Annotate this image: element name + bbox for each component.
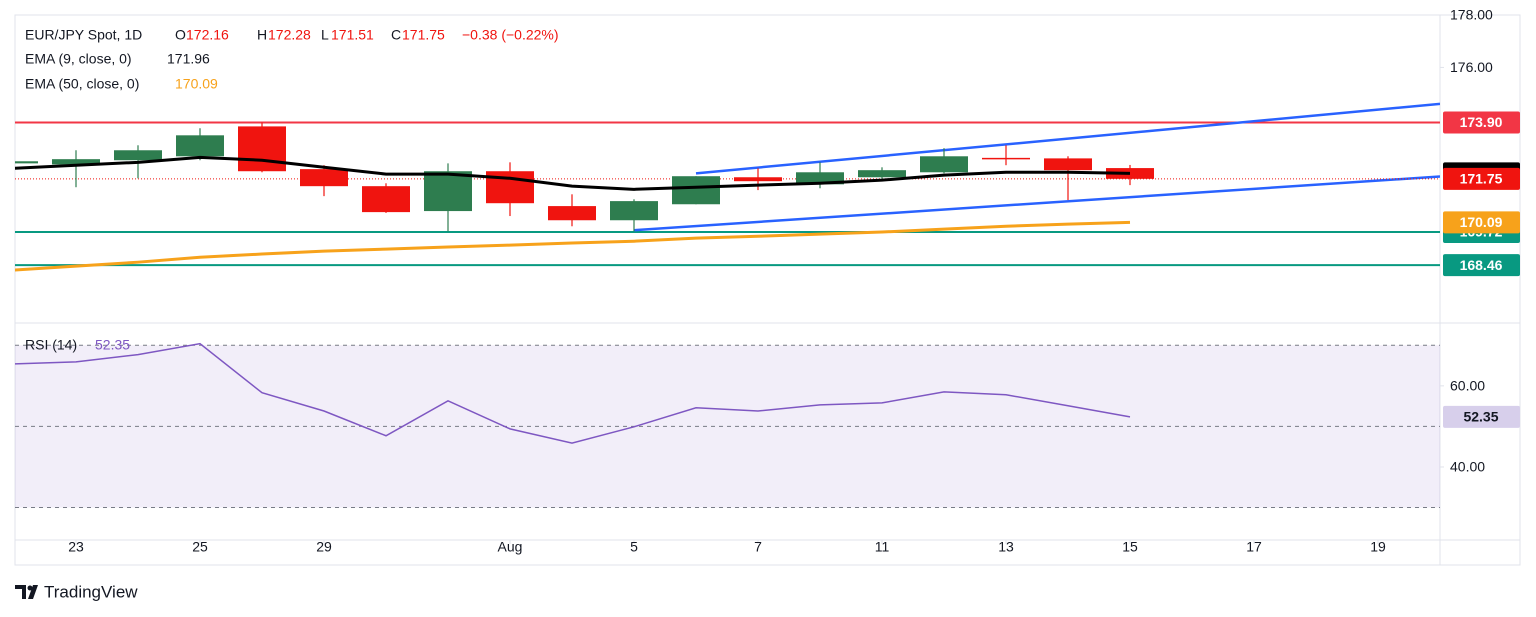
x-tick-label: 5: [630, 539, 638, 555]
candle-body: [15, 161, 38, 164]
candle-body: [672, 176, 720, 205]
y-tick-label: 178.00: [1450, 7, 1493, 23]
legend-key: H: [257, 27, 267, 43]
candle-body: [300, 169, 348, 187]
x-tick-label: 19: [1370, 539, 1386, 555]
x-tick-label: 13: [998, 539, 1014, 555]
price-tag: 171.75: [1460, 171, 1503, 187]
trend-line: [695, 102, 1440, 175]
brand: TradingView: [44, 582, 138, 601]
legend-high: 172.28: [268, 27, 311, 43]
candle-body: [362, 186, 410, 213]
legend-change: −0.38 (−0.22%): [462, 27, 559, 43]
y-tick-label: 40.00: [1450, 459, 1485, 475]
candle-body: [734, 177, 782, 182]
plot-area: [15, 102, 1440, 509]
legend-open: 172.16: [186, 27, 229, 43]
legend-value: 52.35: [95, 337, 130, 353]
x-tick-label: 15: [1122, 539, 1138, 555]
y-tick-label: 176.00: [1450, 59, 1493, 75]
legend-key: C: [391, 27, 401, 43]
price-tag-bg: [1443, 211, 1520, 234]
logo: [15, 585, 38, 599]
candle-body: [548, 206, 596, 221]
x-tick-label: 7: [754, 539, 762, 555]
legend-entry: EMA (50, close, 0): [25, 76, 139, 92]
price-tag-bg: [1443, 167, 1520, 190]
candle-body: [238, 126, 286, 172]
x-tick-label: 29: [316, 539, 332, 555]
price-tag-bg: [1443, 254, 1520, 277]
overlay: EUR/JPY Spot, 1D O 172.16 H 172.28 L 171…: [15, 7, 1520, 601]
price-tag: 170.09: [1460, 214, 1503, 230]
candle-body: [176, 135, 224, 157]
price-tag-bg: [1443, 405, 1520, 428]
candle-body: [858, 170, 906, 178]
ema-line: [15, 220, 1131, 272]
candle-body: [424, 171, 472, 212]
candle-body: [114, 150, 162, 161]
price-tag: 173.90: [1460, 114, 1503, 130]
legend-entry: RSI (14): [25, 337, 77, 353]
candle-body: [920, 156, 968, 173]
ema-line: [15, 155, 1131, 191]
price-tag: 52.35: [1463, 409, 1498, 425]
candle-body: [610, 201, 658, 221]
x-tick-label: 11: [875, 539, 890, 555]
legend-value: 171.96: [167, 51, 210, 67]
candle-body: [1044, 158, 1092, 171]
trend-line: [633, 175, 1440, 232]
candle-body: [982, 157, 1030, 160]
legend-key: L: [321, 27, 329, 43]
legend-key: O: [175, 27, 186, 43]
candle-body: [52, 159, 100, 165]
candle-body: [1106, 168, 1154, 179]
x-tick-label: 23: [68, 539, 84, 555]
legend-entry: EMA (9, close, 0): [25, 51, 132, 67]
price-tag: 168.46: [1460, 257, 1503, 273]
x-tick-label: 25: [192, 539, 208, 555]
legend-close: 171.75: [402, 27, 445, 43]
legend-low: 171.51: [331, 27, 374, 43]
rsi-line: [15, 342, 1131, 444]
x-tick-label: 17: [1246, 539, 1262, 555]
x-tick-label: Aug: [498, 539, 523, 555]
legend-value: 170.09: [175, 76, 218, 92]
price-tag-bg: [1443, 111, 1520, 134]
symbol-title: EUR/JPY Spot, 1D: [25, 27, 142, 43]
y-tick-label: 60.00: [1450, 378, 1485, 394]
frame: [14, 14, 1521, 566]
